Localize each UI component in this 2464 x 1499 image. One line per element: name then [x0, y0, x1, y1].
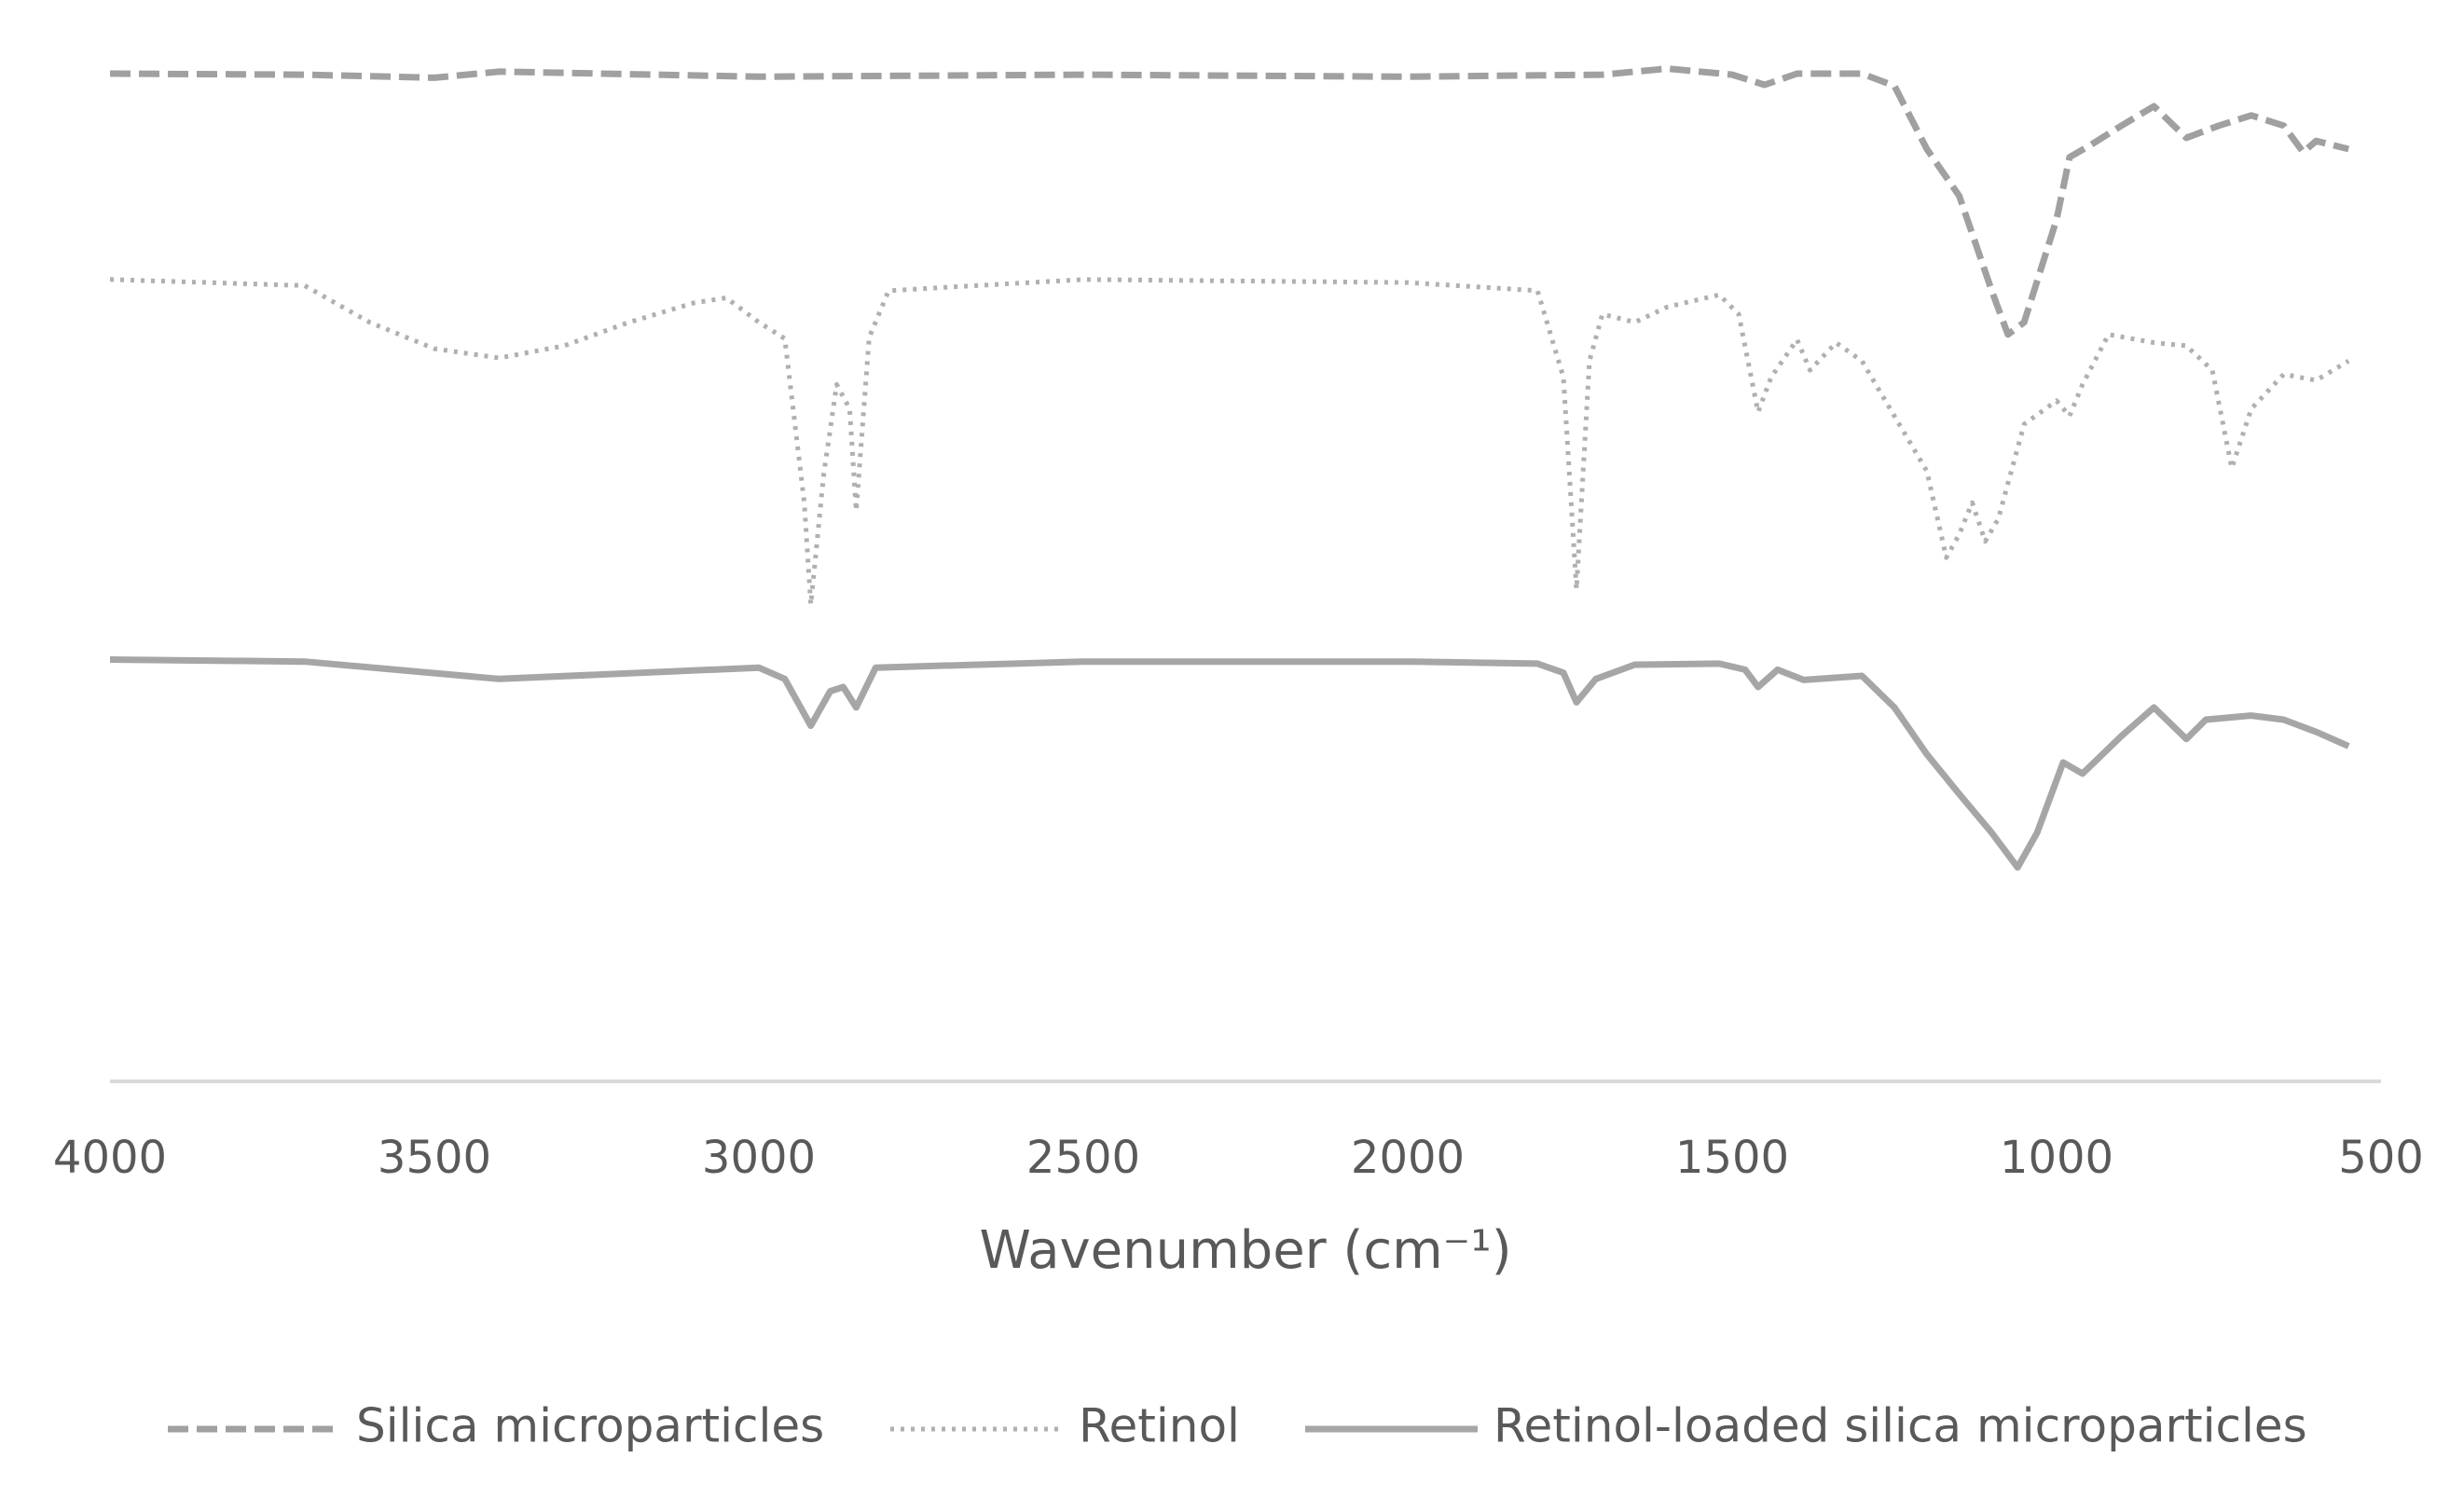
x-tick-label: 3500 — [378, 1132, 491, 1184]
legend-label: Silica microparticles — [356, 1399, 824, 1453]
x-tick-label: 3000 — [702, 1132, 816, 1184]
x-tick-label: 2500 — [1026, 1132, 1140, 1184]
legend-label: Retinol — [1079, 1399, 1240, 1453]
series-line — [109, 656, 2350, 871]
legend-label: Retinol-loaded silica microparticles — [1494, 1399, 2307, 1453]
x-tick-label: 4000 — [53, 1132, 167, 1184]
x-tick-label: 2000 — [1351, 1132, 1465, 1184]
series-line — [109, 277, 2350, 607]
x-tick-label: 500 — [2338, 1132, 2424, 1184]
x-tick-label: 1000 — [2000, 1132, 2113, 1184]
series-line — [109, 65, 2350, 338]
x-axis-title: Wavenumber (cm⁻¹) — [979, 1220, 1511, 1281]
x-tick-label: 1500 — [1675, 1132, 1789, 1184]
